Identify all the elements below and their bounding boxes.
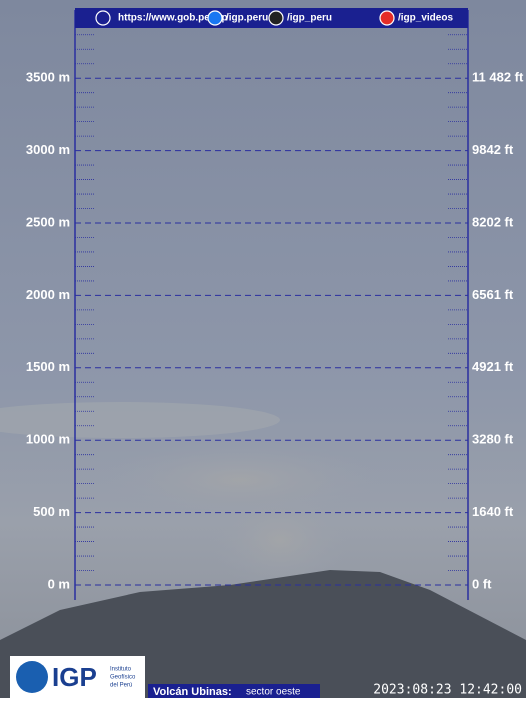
right-label: 6561 ft bbox=[472, 287, 514, 302]
link-icon bbox=[95, 10, 111, 26]
link: https://www.gob.pe/igp bbox=[118, 13, 228, 24]
link: /igp.peru bbox=[226, 13, 268, 24]
left-label: 2000 m bbox=[26, 287, 70, 302]
scale: 0 m 0 ft 500 m 1640 ft 1000 m 3280 ft 1500 m 49… bbox=[26, 34, 524, 591]
right-label: 11 482 ft bbox=[472, 70, 524, 85]
link: /igp_peru bbox=[287, 13, 332, 24]
link-icon bbox=[379, 10, 395, 26]
left-label: 2500 m bbox=[26, 214, 70, 229]
institute-line: Geofísico bbox=[110, 675, 136, 681]
right-label: 9842 ft bbox=[472, 142, 514, 157]
left-label: 3500 m bbox=[26, 70, 70, 85]
link-icon bbox=[207, 10, 223, 26]
left-label: 1000 m bbox=[26, 432, 70, 447]
timestamp: 2023:08:23 12:42:00 bbox=[373, 683, 522, 698]
header-links: https://www.gob.pe/igp/igp.peru/igp_peru… bbox=[95, 10, 453, 26]
volcano-name: Volcán Ubinas: bbox=[153, 686, 232, 698]
left-label: 0 m bbox=[48, 576, 70, 591]
logo-text: IGP bbox=[52, 662, 97, 692]
link: /igp_videos bbox=[398, 13, 453, 24]
cloud bbox=[0, 402, 280, 438]
logo-icon bbox=[16, 661, 48, 693]
link-icon bbox=[268, 10, 284, 26]
left-label: 3000 m bbox=[26, 142, 70, 157]
right-label: 1640 ft bbox=[472, 504, 514, 519]
caption-bar bbox=[148, 684, 320, 698]
institute-line: del Perú bbox=[110, 683, 132, 689]
right-label: 8202 ft bbox=[472, 214, 514, 229]
left-label: 500 m bbox=[33, 504, 70, 519]
right-label: 0 ft bbox=[472, 576, 492, 591]
right-label: 4921 ft bbox=[472, 359, 514, 374]
sector: sector oeste bbox=[246, 687, 301, 698]
right-label: 3280 ft bbox=[472, 432, 514, 447]
plume bbox=[210, 490, 350, 590]
institute-line: Instituto bbox=[110, 667, 132, 673]
left-label: 1500 m bbox=[26, 359, 70, 374]
